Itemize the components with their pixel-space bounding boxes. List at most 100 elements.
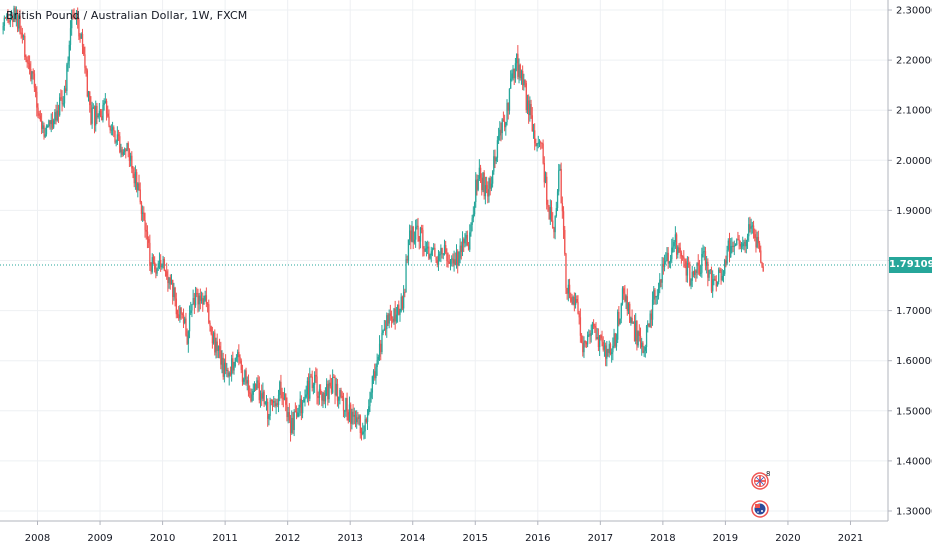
candle-body bbox=[99, 110, 102, 116]
candle-body bbox=[239, 357, 241, 361]
candle-body bbox=[674, 234, 677, 243]
candle-body bbox=[146, 231, 149, 240]
candle-body bbox=[136, 172, 138, 191]
candle-body bbox=[61, 97, 63, 104]
candle-body bbox=[180, 307, 182, 314]
candle-body bbox=[169, 277, 171, 285]
candle-body bbox=[45, 126, 48, 135]
candle-body bbox=[659, 279, 661, 288]
candle-body bbox=[565, 253, 567, 288]
candle-body bbox=[156, 267, 158, 274]
candle-body bbox=[8, 21, 10, 23]
candle-body bbox=[629, 303, 631, 323]
candle-body bbox=[477, 178, 479, 190]
candle-body bbox=[559, 168, 561, 171]
candle-body bbox=[184, 318, 186, 324]
candle-body bbox=[620, 303, 622, 319]
candle-body bbox=[324, 395, 327, 402]
candle-body bbox=[695, 270, 697, 273]
candle-body bbox=[755, 238, 757, 248]
candle-body bbox=[496, 140, 499, 158]
candle-body bbox=[202, 298, 204, 305]
candle-body bbox=[204, 295, 206, 301]
y-tick-label: 1.50000 bbox=[896, 406, 932, 417]
candle-body bbox=[538, 142, 541, 144]
candle-body bbox=[60, 97, 62, 99]
candle-body bbox=[617, 311, 619, 340]
candle-body bbox=[618, 311, 620, 325]
candle-body bbox=[317, 395, 319, 398]
candle-body bbox=[612, 345, 614, 353]
y-tick-label: 1.40000 bbox=[896, 456, 932, 467]
candle-body bbox=[714, 278, 716, 281]
candle-body bbox=[546, 176, 548, 205]
candle-body bbox=[322, 392, 324, 401]
candle-body bbox=[24, 35, 26, 58]
candle-body bbox=[668, 261, 671, 264]
candle-body bbox=[329, 382, 331, 387]
candle-body bbox=[428, 246, 430, 259]
candle-body bbox=[273, 400, 275, 403]
candle-body bbox=[698, 265, 701, 274]
candle-body bbox=[725, 260, 727, 264]
candle-body bbox=[568, 284, 571, 298]
candle-body bbox=[479, 167, 482, 178]
candle-body bbox=[484, 185, 487, 197]
candle-body bbox=[401, 296, 404, 309]
candle-body bbox=[247, 380, 250, 393]
candle-body bbox=[188, 312, 191, 332]
candle-body bbox=[399, 311, 401, 315]
candle-body bbox=[457, 251, 459, 266]
candle-body bbox=[431, 248, 434, 252]
candle-body bbox=[91, 108, 93, 124]
candle-body bbox=[351, 411, 353, 424]
candle-body bbox=[599, 335, 601, 348]
candle-body bbox=[244, 370, 246, 380]
candle-body bbox=[719, 269, 721, 271]
candle-body bbox=[504, 121, 506, 128]
candle-body bbox=[139, 189, 141, 203]
candle-body bbox=[643, 350, 645, 353]
candle-body bbox=[241, 369, 244, 382]
candle-body bbox=[566, 287, 568, 294]
candle-body bbox=[342, 397, 345, 411]
y-tick-label: 1.70000 bbox=[896, 306, 932, 317]
candle-body bbox=[292, 417, 294, 431]
candle-body bbox=[537, 142, 539, 144]
candle-body bbox=[627, 303, 630, 311]
candle-body bbox=[34, 87, 37, 92]
candle-body bbox=[552, 220, 554, 229]
candle-body bbox=[158, 260, 161, 264]
candle-body bbox=[471, 218, 473, 225]
candle-body bbox=[371, 376, 374, 393]
candle-body bbox=[138, 183, 140, 190]
candle-body bbox=[413, 239, 416, 243]
candle-body bbox=[90, 105, 92, 124]
candle-body bbox=[222, 357, 224, 377]
candle-body bbox=[637, 331, 639, 346]
candle-body bbox=[418, 236, 420, 242]
candle-body bbox=[57, 110, 60, 116]
y-axis[interactable]: 1.300001.400001.500001.600001.700001.800… bbox=[888, 6, 932, 518]
candle-body bbox=[588, 334, 590, 336]
event-markers[interactable]: 8 bbox=[751, 470, 770, 518]
candle-body bbox=[376, 359, 378, 368]
candle-body bbox=[4, 17, 7, 19]
candle-body bbox=[20, 32, 22, 34]
candle-body bbox=[517, 53, 519, 77]
candle-body bbox=[701, 253, 703, 273]
candle-body bbox=[512, 68, 514, 74]
gb-flag-icon[interactable]: 8 bbox=[751, 470, 770, 490]
candle-body bbox=[127, 143, 129, 150]
candle-body bbox=[145, 229, 147, 232]
candle-body bbox=[84, 54, 86, 68]
y-tick-label: 2.00000 bbox=[896, 156, 932, 167]
au-flag-icon[interactable] bbox=[751, 500, 769, 518]
candle-body bbox=[644, 347, 647, 351]
x-axis[interactable]: 2008 2009 2010 2011 2012 2013 2014 2015 2016 2017… bbox=[25, 521, 863, 544]
candle-body bbox=[252, 391, 254, 395]
candle-body bbox=[37, 107, 39, 114]
x-tick-label: 2021 bbox=[838, 533, 863, 544]
